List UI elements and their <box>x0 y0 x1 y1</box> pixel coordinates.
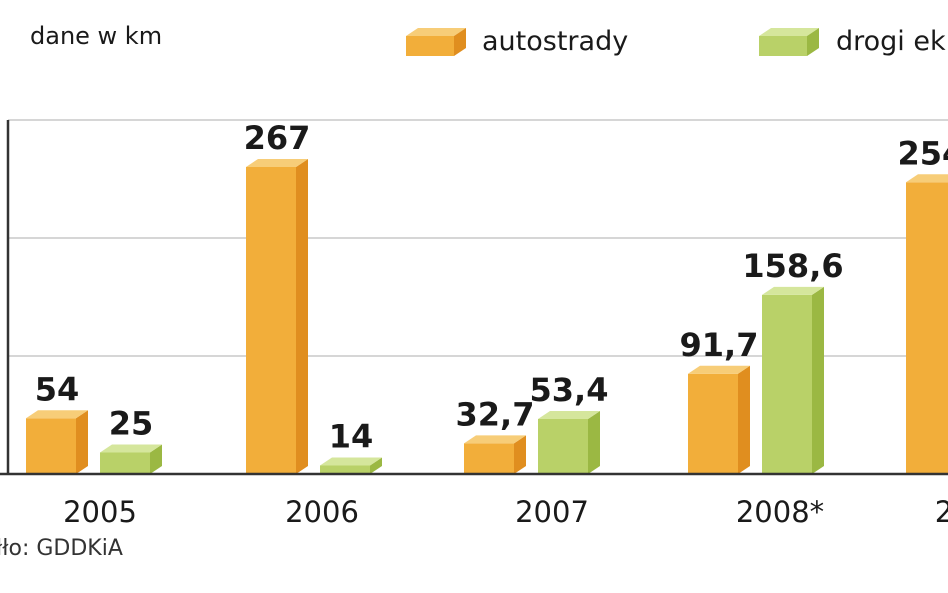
bar-drogi-2006 <box>320 465 370 474</box>
bar-drogi-2007 <box>538 418 588 474</box>
bar-side <box>150 444 162 474</box>
data-label: 53,4 <box>530 371 609 409</box>
data-label: 32,7 <box>456 395 535 433</box>
bar-top <box>26 410 88 419</box>
bar-side <box>296 158 308 474</box>
bar-drogi-2005 <box>100 452 150 474</box>
x-tick-label: 2006 <box>285 495 359 529</box>
bar-side <box>514 435 526 474</box>
bar-side <box>370 457 382 474</box>
bar-top <box>100 444 162 453</box>
x-tick-label: 2 <box>935 495 948 529</box>
data-label: 158,6 <box>742 247 843 285</box>
bar-top <box>906 174 948 183</box>
legend-swatch-drogi <box>759 28 819 56</box>
x-tick-label: 2008* <box>736 495 824 529</box>
bar-top <box>320 457 382 466</box>
data-label: 254, <box>898 134 948 172</box>
bar-drogi-2008* <box>762 294 812 474</box>
unit-label: dane w km <box>30 22 163 50</box>
data-label: 25 <box>109 405 154 443</box>
bar-autostrady-2007 <box>464 443 514 474</box>
bar-autostrady-2 <box>906 182 948 474</box>
bar-top <box>464 435 526 444</box>
data-label: 14 <box>329 417 374 455</box>
legend-label-autostrady: autostrady <box>482 26 629 57</box>
legend-swatch-autostrady <box>406 28 466 56</box>
bar-top <box>762 286 824 295</box>
bar-side <box>588 410 600 474</box>
legend-label-drogi: drogi ek <box>836 26 946 57</box>
data-label: 91,7 <box>680 326 759 364</box>
bar-autostrady-2008* <box>688 373 738 474</box>
legend-item-drogi: drogi ek <box>757 24 946 60</box>
bar-top <box>688 365 750 374</box>
bar-top <box>538 410 600 419</box>
x-tick-label: 2005 <box>63 495 137 529</box>
bar-side <box>738 365 750 474</box>
data-label: 54 <box>35 370 80 408</box>
bar-side <box>76 410 88 474</box>
data-label: 267 <box>244 119 311 157</box>
bar-side <box>812 286 824 474</box>
bar-autostrady-2006 <box>246 166 296 474</box>
legend-item-autostrady: autostrady <box>404 24 628 60</box>
source-note: łło: GDDKiA <box>0 536 123 561</box>
x-tick-label: 2007 <box>515 495 589 529</box>
bar-autostrady-2005 <box>26 418 76 474</box>
bar-top <box>246 158 308 167</box>
